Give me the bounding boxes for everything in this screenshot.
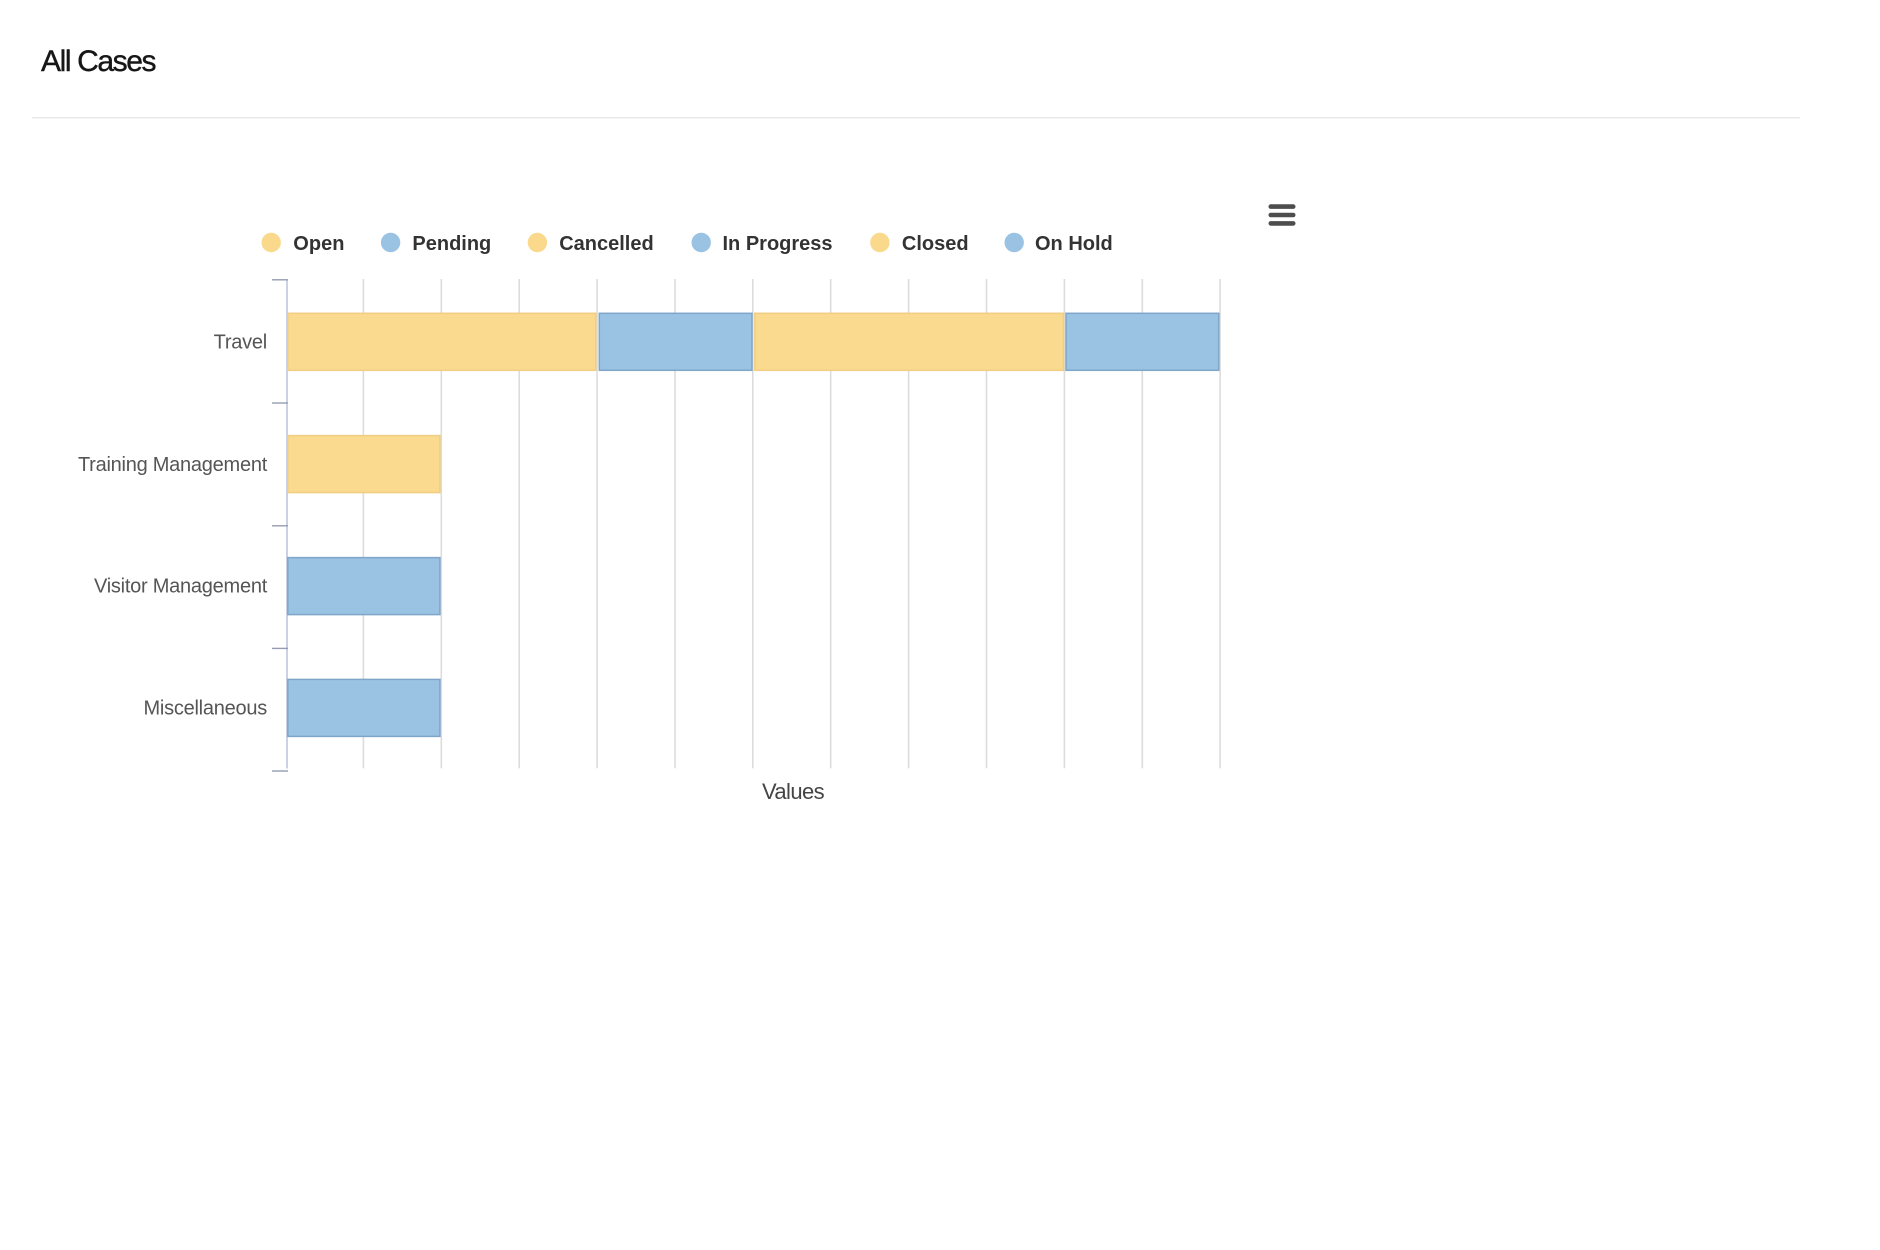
- svg-text:Miscellaneous: Miscellaneous: [144, 697, 268, 719]
- svg-text:On Hold: On Hold: [1035, 233, 1113, 255]
- svg-text:Visitor Management: Visitor Management: [94, 576, 268, 598]
- svg-text:All Cases: All Cases: [41, 45, 156, 78]
- svg-text:Pending: Pending: [412, 233, 491, 255]
- svg-text:Training Management: Training Management: [78, 454, 268, 476]
- svg-text:Cancelled: Cancelled: [559, 233, 653, 255]
- svg-text:Values: Values: [762, 779, 825, 804]
- svg-text:In Progress: In Progress: [723, 233, 833, 255]
- svg-text:Travel: Travel: [214, 331, 267, 353]
- svg-text:Closed: Closed: [902, 233, 969, 255]
- svg-text:Open: Open: [293, 233, 344, 255]
